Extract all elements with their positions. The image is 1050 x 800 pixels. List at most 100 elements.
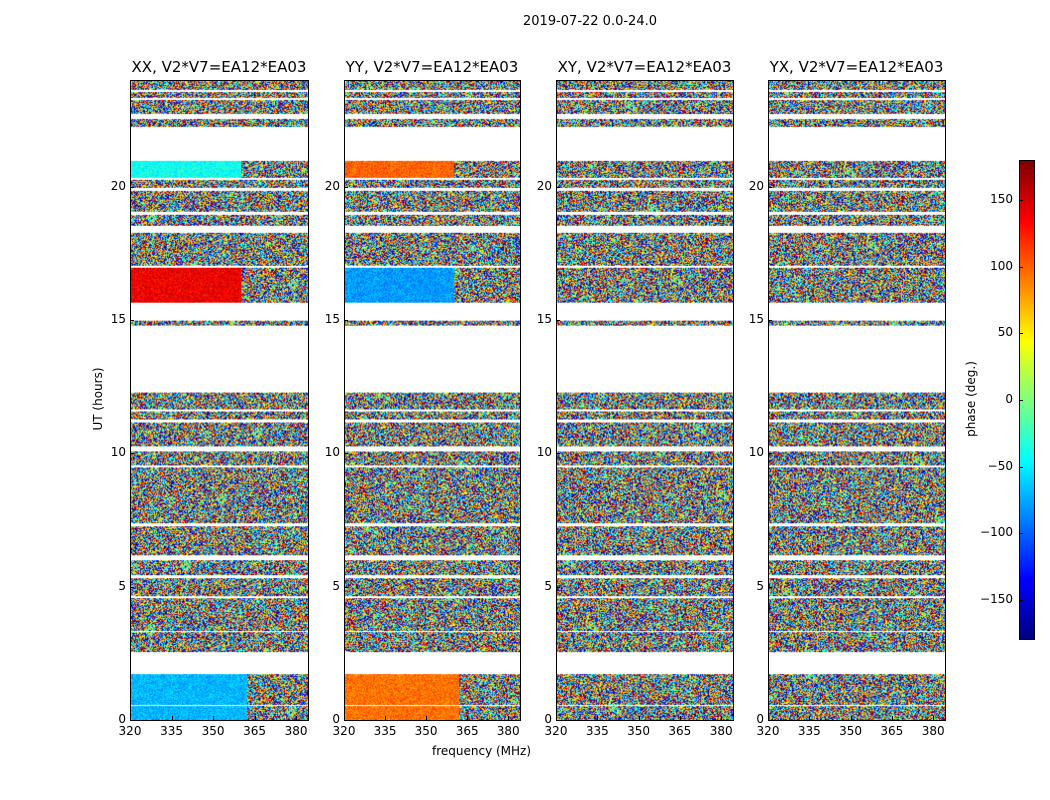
x-tick-label: 320	[118, 724, 142, 738]
y-tick-mark	[344, 186, 348, 188]
x-tick-label: 320	[332, 724, 356, 738]
y-tick-label: 15	[536, 312, 552, 326]
heatmap-image	[557, 81, 733, 720]
x-tick-mark	[809, 716, 811, 720]
x-tick-mark	[768, 716, 769, 720]
figure-title: 2019-07-22 0.0-24.0	[523, 14, 657, 29]
x-tick-mark	[213, 716, 215, 720]
y-tick-label: 15	[110, 312, 126, 326]
y-tick-mark	[344, 586, 348, 588]
y-tick-mark	[130, 320, 134, 321]
x-tick-label: 365	[880, 724, 904, 738]
heatmap-image	[769, 81, 945, 720]
colorbar-tick-label: −150	[980, 592, 1013, 606]
y-tick-label: 0	[118, 712, 126, 726]
y-tick-label: 10	[110, 445, 126, 460]
panel-title: YX, V2*V7=EA12*EA03	[769, 58, 944, 76]
colorbar-tick-mark	[1019, 600, 1023, 601]
x-tick-mark	[171, 716, 173, 720]
x-tick-label: 350	[627, 724, 651, 738]
y-tick-label: 10	[324, 445, 340, 460]
y-tick-label: 20	[110, 178, 126, 193]
y-tick-mark	[556, 320, 560, 321]
y-tick-mark	[130, 586, 134, 588]
colorbar-tick-mark	[1019, 266, 1023, 268]
x-tick-mark	[850, 716, 852, 720]
y-tick-mark	[130, 720, 134, 721]
x-tick-mark	[933, 716, 935, 720]
y-tick-label: 5	[544, 578, 552, 593]
x-tick-label: 335	[373, 724, 397, 738]
y-axis-label: UT (hours)	[91, 367, 105, 431]
x-tick-label: 365	[455, 724, 479, 738]
y-tick-label: 0	[332, 712, 340, 726]
colorbar-tick-mark	[1019, 466, 1023, 468]
x-tick-label: 320	[756, 724, 780, 738]
y-tick-mark	[130, 186, 134, 188]
y-tick-mark	[556, 720, 560, 721]
x-tick-label: 320	[544, 724, 568, 738]
colorbar-tick-mark	[1019, 533, 1023, 535]
y-tick-label: 10	[536, 445, 552, 460]
y-tick-label: 5	[756, 578, 764, 593]
y-tick-mark	[768, 453, 772, 455]
y-tick-mark	[768, 720, 772, 721]
heatmap-image	[131, 81, 308, 720]
x-tick-label: 350	[839, 724, 863, 738]
panel-title: YY, V2*V7=EA12*EA03	[345, 58, 519, 76]
colorbar-tick-label: 50	[997, 325, 1013, 340]
y-tick-mark	[556, 586, 560, 588]
colorbar-tick-label: 100	[990, 258, 1013, 273]
x-tick-label: 380	[284, 724, 308, 738]
x-tick-mark	[721, 716, 723, 720]
x-tick-mark	[556, 716, 557, 720]
y-tick-label: 20	[536, 178, 552, 193]
y-tick-label: 0	[544, 712, 552, 726]
x-tick-mark	[426, 716, 428, 720]
panel-title: XY, V2*V7=EA12*EA03	[557, 58, 732, 76]
x-axis-label: frequency (MHz)	[432, 744, 532, 758]
x-tick-label: 365	[668, 724, 692, 738]
x-tick-label: 350	[414, 724, 438, 738]
y-tick-label: 15	[748, 312, 764, 326]
colorbar-gradient	[1020, 161, 1034, 639]
y-tick-mark	[556, 453, 560, 455]
heatmap-panel	[130, 80, 309, 721]
x-tick-mark	[597, 716, 599, 720]
y-tick-label: 10	[748, 445, 764, 460]
y-tick-mark	[344, 720, 348, 721]
x-tick-mark	[467, 716, 469, 720]
colorbar-tick-mark	[1019, 400, 1023, 401]
x-tick-mark	[385, 716, 387, 720]
heatmap-panel	[768, 80, 946, 721]
x-tick-mark	[130, 716, 131, 720]
x-tick-label: 350	[201, 724, 225, 738]
x-tick-mark	[254, 716, 256, 720]
y-tick-label: 20	[324, 178, 340, 193]
y-tick-mark	[768, 320, 772, 321]
colorbar-tick-label: 0	[1005, 392, 1013, 406]
y-tick-label: 15	[324, 312, 340, 326]
y-tick-label: 20	[748, 178, 764, 193]
x-tick-label: 335	[797, 724, 821, 738]
y-tick-mark	[556, 186, 560, 188]
x-tick-label: 380	[709, 724, 733, 738]
y-tick-label: 5	[332, 578, 340, 593]
y-tick-label: 0	[756, 712, 764, 726]
heatmap-panel	[344, 80, 521, 721]
y-tick-mark	[130, 453, 134, 455]
x-tick-mark	[344, 716, 345, 720]
heatmap-image	[345, 81, 520, 720]
colorbar-label: phase (deg.)	[964, 361, 978, 437]
heatmap-panel	[556, 80, 734, 721]
x-tick-label: 335	[585, 724, 609, 738]
x-tick-label: 365	[243, 724, 267, 738]
x-tick-mark	[296, 716, 298, 720]
y-tick-mark	[344, 320, 348, 321]
y-tick-mark	[768, 586, 772, 588]
x-tick-mark	[508, 716, 510, 720]
x-tick-label: 380	[921, 724, 945, 738]
x-tick-label: 335	[160, 724, 183, 738]
y-tick-label: 5	[118, 578, 126, 593]
colorbar-tick-label: −100	[980, 525, 1013, 540]
